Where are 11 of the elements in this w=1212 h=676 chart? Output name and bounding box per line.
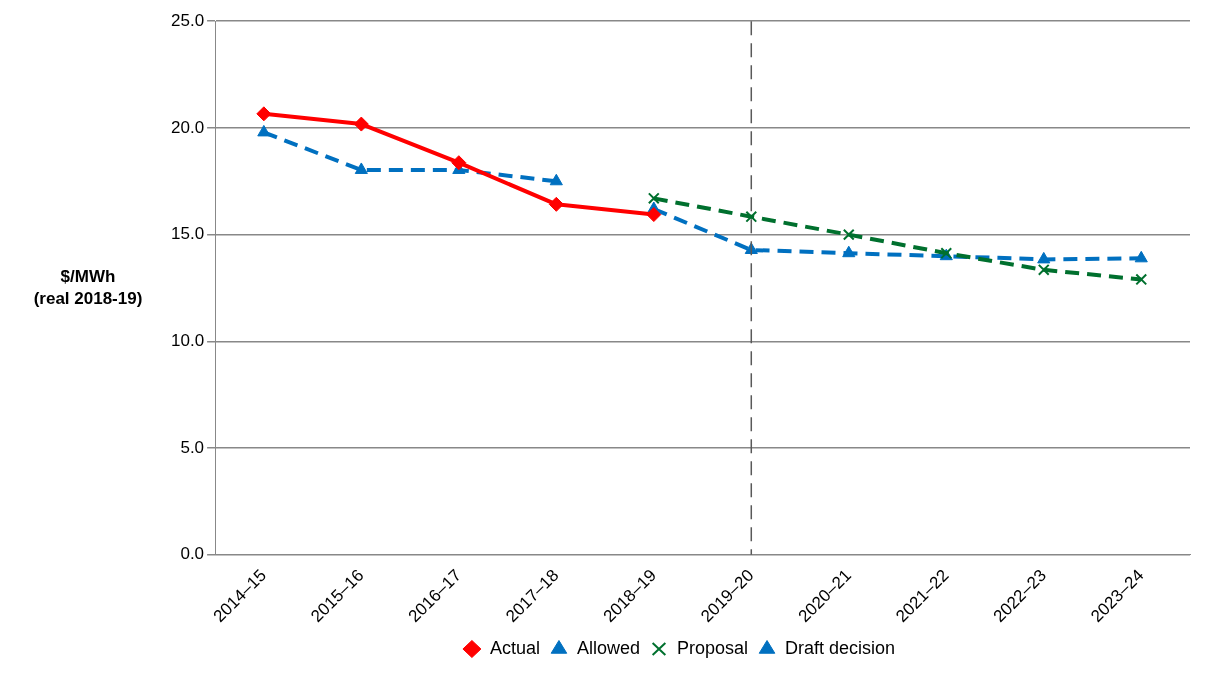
y-tick-label: 20.0 <box>170 117 205 137</box>
y-tick-label: 10.0 <box>170 331 205 351</box>
y-axis-title: $/MWh (real 2018-19) <box>33 266 143 308</box>
legend-label: Draft decision <box>785 637 896 658</box>
y-tick-label: 0.0 <box>180 544 205 564</box>
y-tick-label: 15.0 <box>170 224 205 244</box>
legend-label: Allowed <box>576 637 640 658</box>
legend-label: Proposal <box>676 637 749 658</box>
y-tick-label: 25.0 <box>170 10 205 30</box>
legend-label: Actual <box>489 637 540 658</box>
y-tick-label: 5.0 <box>180 437 205 457</box>
